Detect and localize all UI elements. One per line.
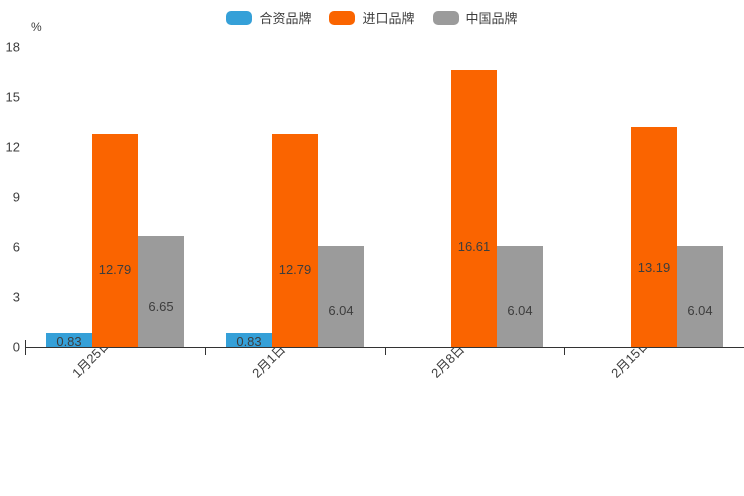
bar-2-2[interactable]	[272, 134, 318, 347]
y-axis-tick-label: 9	[12, 189, 20, 205]
bar-4-2[interactable]	[631, 127, 677, 347]
bar-3-2[interactable]	[451, 70, 497, 347]
bar-value-label: 6.04	[507, 303, 533, 318]
bar-2-3[interactable]	[318, 246, 364, 347]
x-axis-tick-mark	[385, 348, 386, 355]
bar-value-label: 6.65	[148, 299, 174, 314]
x-axis-tick-mark	[25, 348, 26, 355]
legend-item-2[interactable]: 进口品牌	[329, 10, 415, 26]
y-axis-tick-label: 18	[5, 39, 20, 55]
legend-swatch-icon	[329, 11, 356, 25]
y-axis-tick-label: 15	[5, 89, 20, 105]
bar-value-label: 0.83	[56, 334, 82, 349]
bar-value-label: 12.79	[278, 262, 312, 277]
legend-item-label: 中国品牌	[465, 10, 518, 26]
y-axis-tick-label: 3	[12, 289, 20, 305]
legend-item-1[interactable]: 合资品牌	[226, 11, 311, 25]
y-axis-line	[25, 340, 26, 348]
legend-swatch-icon	[432, 11, 459, 25]
bar-2-1[interactable]	[226, 333, 272, 347]
y-axis-unit-label: %	[31, 20, 42, 34]
x-axis-tick-mark	[205, 348, 206, 355]
legend-item-label: 合资品牌	[259, 10, 312, 26]
bar-value-label: 6.04	[687, 303, 713, 318]
bar-value-label: 16.61	[457, 239, 491, 254]
legend-swatch-icon	[226, 11, 253, 25]
legend-item-label: 进口品牌	[362, 10, 415, 26]
bar-value-label: 12.79	[98, 262, 132, 277]
y-axis-tick-label: 0	[12, 339, 20, 355]
bar-1-1[interactable]	[46, 333, 92, 347]
x-axis-tick-mark	[564, 348, 565, 355]
bar-value-label: 13.19	[637, 260, 671, 275]
y-axis-tick-label: 12	[5, 139, 20, 155]
y-axis-tick-label: 6	[12, 239, 20, 255]
bar-1-3[interactable]	[138, 236, 184, 347]
legend-item-3[interactable]: 中国品牌	[432, 10, 518, 26]
bar-value-label: 0.83	[236, 334, 262, 349]
bar-1-2[interactable]	[92, 134, 138, 347]
bar-3-3[interactable]	[497, 246, 543, 347]
chart-legend: 合资品牌 进口品牌 中国品牌	[0, 8, 744, 28]
x-axis-line	[25, 347, 744, 348]
bar-4-3[interactable]	[677, 246, 723, 347]
bar-value-label: 6.04	[328, 303, 354, 318]
